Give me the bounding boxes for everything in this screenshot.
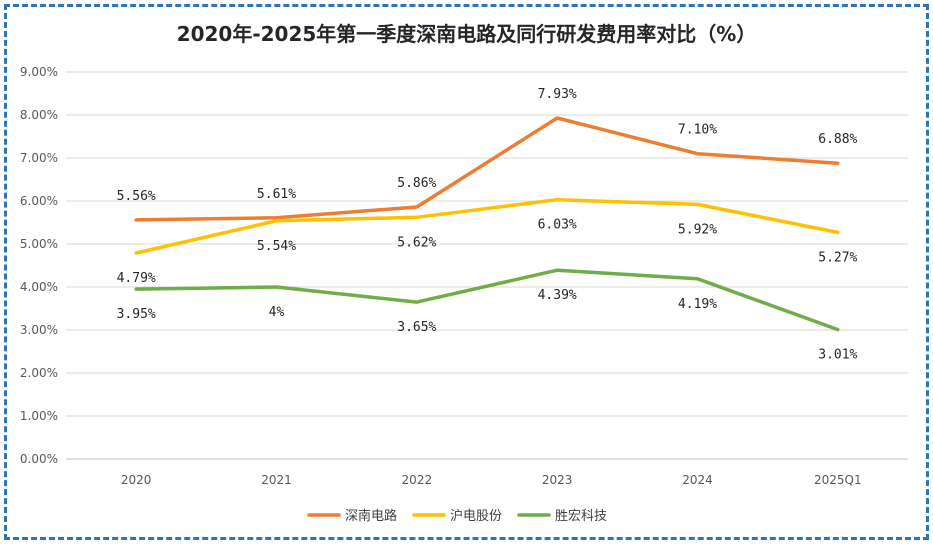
x-tick-label: 2025Q1 [814, 473, 862, 487]
data-label: 3.01% [818, 348, 857, 363]
data-label: 5.27% [818, 250, 857, 265]
y-tick-label: 6.00% [20, 194, 58, 208]
y-tick-label: 1.00% [20, 409, 58, 423]
y-tick-label: 7.00% [20, 151, 58, 165]
data-label: 5.56% [117, 189, 156, 204]
x-tick-label: 2024 [682, 473, 713, 487]
data-label: 3.95% [117, 307, 156, 322]
series-line [134, 116, 840, 222]
y-tick-label: 8.00% [20, 108, 58, 122]
data-label: 5.92% [678, 222, 717, 237]
legend-label: 沪电股份 [450, 508, 502, 524]
legend-label: 深南电路 [345, 508, 397, 524]
data-label: 7.93% [538, 87, 577, 102]
grid-lines [66, 71, 908, 460]
x-tick-label: 2023 [542, 473, 573, 487]
series-line [134, 197, 840, 255]
data-label: 4.19% [678, 297, 717, 312]
data-label: 5.61% [257, 187, 296, 202]
data-label: 6.88% [818, 132, 857, 147]
data-labels: 5.56% 5.61% 5.86% 7.93% 7.10% 6.88% 4.79% 5.54%… [117, 87, 858, 363]
series-lines [134, 116, 840, 332]
data-label: 4.79% [117, 271, 156, 286]
data-label: 5.86% [397, 176, 436, 191]
y-tick-label: 4.00% [20, 280, 58, 294]
y-axis: 0.00% 1.00% 2.00% 3.00% 4.00% 5.00% 6.00% 7.00%… [20, 65, 58, 466]
y-tick-label: 5.00% [20, 237, 58, 251]
data-label: 6.03% [538, 218, 577, 233]
x-tick-label: 2022 [402, 473, 433, 487]
series-line [134, 268, 840, 332]
y-tick-label: 0.00% [20, 452, 58, 466]
data-label: 5.62% [397, 235, 436, 250]
y-tick-label: 2.00% [20, 366, 58, 380]
x-tick-label: 2020 [121, 473, 152, 487]
y-tick-label: 9.00% [20, 65, 58, 79]
x-axis: 2020 2021 2022 2023 2024 2025Q1 [121, 473, 862, 487]
data-label: 5.54% [257, 239, 296, 254]
data-label: 4% [269, 305, 285, 320]
x-tick-label: 2021 [261, 473, 292, 487]
y-tick-label: 3.00% [20, 323, 58, 337]
legend-label: 胜宏科技 [555, 509, 607, 524]
data-label: 7.10% [678, 123, 717, 138]
legend: 深南电路 沪电股份 胜宏科技 [307, 508, 607, 524]
chart-frame [4, 4, 929, 540]
data-label: 4.39% [538, 288, 577, 303]
data-label: 3.65% [397, 320, 436, 335]
chart-title: 2020年-2025年第一季度深南电路及同行研发费用率对比（%） [176, 22, 757, 46]
